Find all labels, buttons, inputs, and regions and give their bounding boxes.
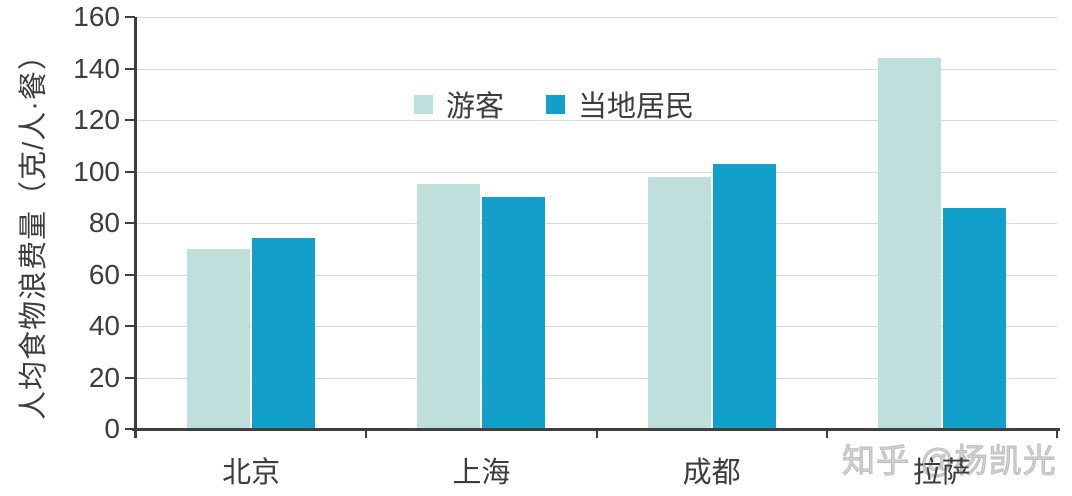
x-category-label: 拉萨: [912, 457, 971, 489]
gridline: [136, 120, 1057, 121]
y-axis-tick: [125, 428, 135, 430]
x-category-label: 北京: [222, 457, 281, 489]
y-tick-label: 60: [88, 258, 120, 290]
y-axis-tick: [125, 119, 135, 121]
bar-tourist: [647, 176, 711, 429]
y-axis-tick: [125, 170, 135, 173]
x-axis-tick: [1056, 429, 1058, 438]
y-tick-label: 100: [73, 155, 120, 187]
y-axis-tick: [125, 67, 135, 70]
gridline: [136, 17, 1057, 18]
x-category-label: 成都: [682, 457, 741, 489]
y-tick-label: 40: [88, 310, 120, 341]
bar-tourist: [417, 184, 481, 429]
legend-label-tourist: 游客: [446, 91, 505, 123]
x-axis-tick: [365, 429, 368, 438]
bar-resident: [712, 163, 776, 429]
bar-tourist: [187, 248, 251, 429]
x-axis-tick: [825, 429, 828, 438]
y-axis-line: [134, 17, 137, 438]
legend-item-tourist: 游客: [414, 83, 504, 125]
bar-tourist: [877, 58, 941, 429]
legend-item-resident: 当地居民: [546, 83, 694, 125]
watermark: 知乎 @杨凯光: [842, 442, 1057, 480]
y-tick-label: 120: [73, 104, 120, 135]
x-category-label: 上海: [452, 457, 511, 489]
legend-label-resident: 当地居民: [578, 91, 695, 123]
gridline: [136, 223, 1057, 224]
y-tick-label: 80: [88, 207, 120, 238]
y-axis-tick: [125, 222, 135, 224]
y-axis-tick: [125, 376, 135, 379]
y-tick-label: 140: [73, 52, 120, 84]
y-axis-tick: [125, 325, 135, 327]
y-axis-tick: [125, 16, 135, 18]
gridline: [136, 274, 1057, 276]
bar-resident: [252, 238, 316, 429]
gridline: [136, 171, 1057, 173]
y-axis-tick: [125, 273, 135, 276]
x-axis-line: [132, 428, 1060, 431]
bar-resident: [482, 197, 546, 429]
y-tick-label: 160: [73, 1, 120, 32]
gridline: [136, 326, 1057, 327]
gridline: [136, 68, 1057, 70]
plot-area: [135, 17, 1058, 438]
y-tick-label: 0: [104, 413, 120, 444]
gridline: [136, 377, 1057, 379]
x-axis-tick: [595, 429, 598, 438]
tourist-swatch-icon: [414, 94, 433, 114]
legend: 游客 当地居民: [414, 83, 694, 125]
y-tick-label: 20: [88, 361, 120, 393]
bar-resident: [942, 207, 1006, 429]
resident-swatch-icon: [546, 94, 566, 114]
